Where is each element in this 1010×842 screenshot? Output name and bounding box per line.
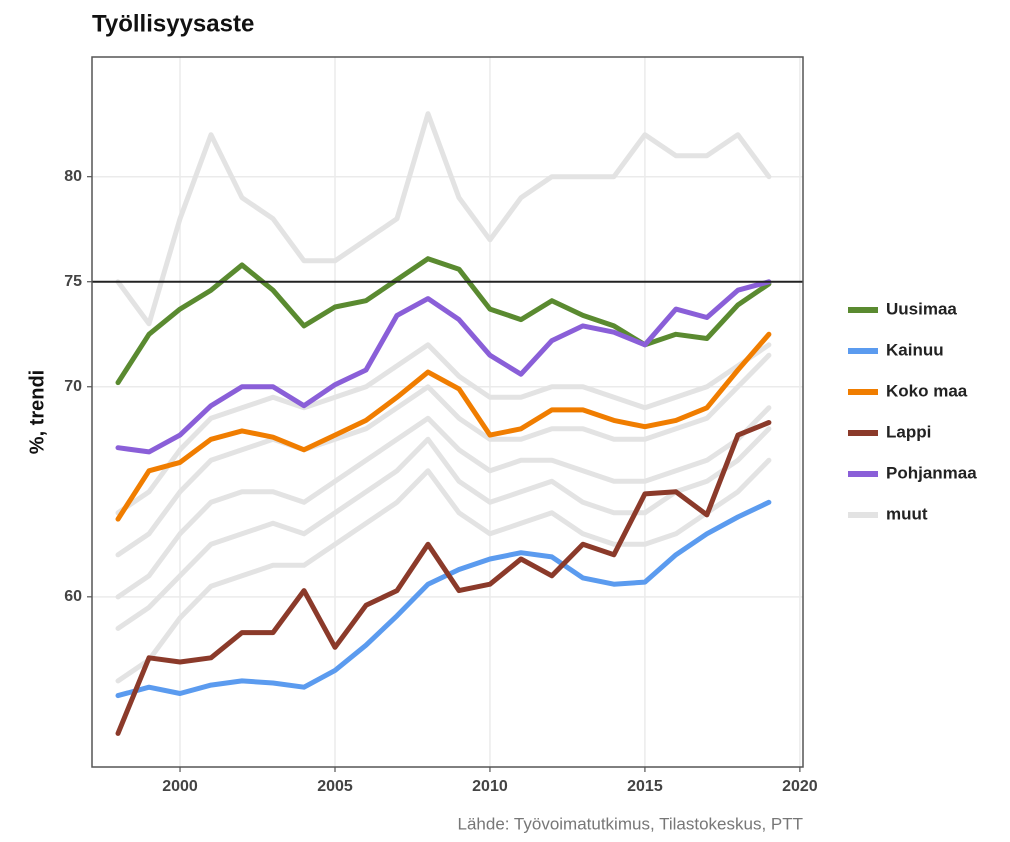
y-tick-label: 80 [64, 168, 82, 185]
y-tick-label: 60 [64, 588, 82, 605]
legend-label: Koko maa [886, 381, 968, 400]
y-tick-label: 75 [64, 273, 82, 290]
series-line [115, 279, 772, 455]
x-tick-label: 2010 [472, 778, 508, 795]
x-tick-label: 2000 [162, 778, 198, 795]
legend-label: Uusimaa [886, 299, 957, 318]
series-line [115, 111, 772, 327]
x-tick-label: 2005 [317, 778, 353, 795]
legend-label: Pohjanmaa [886, 463, 977, 482]
legend-label: Lappi [886, 422, 931, 441]
legend-label: Kainuu [886, 340, 944, 359]
series-line [115, 405, 772, 600]
series-line [115, 426, 772, 631]
series-line [115, 342, 772, 516]
legend-label: muut [886, 504, 928, 523]
chart-title: Työllisyysaste [92, 10, 254, 37]
y-axis-label: %, trendi [26, 370, 48, 454]
series-line [115, 256, 772, 386]
y-tick-label: 70 [64, 378, 82, 395]
source: Lähde: Työvoimatutkimus, Tilastokeskus, … [458, 814, 804, 833]
series-line [115, 331, 772, 522]
series-line [115, 420, 772, 736]
series-line [115, 457, 772, 684]
series-line [115, 499, 772, 699]
x-tick-label: 2020 [782, 778, 818, 795]
x-tick-label: 2015 [627, 778, 663, 795]
series-line [115, 352, 772, 558]
plot-border [91, 56, 804, 768]
